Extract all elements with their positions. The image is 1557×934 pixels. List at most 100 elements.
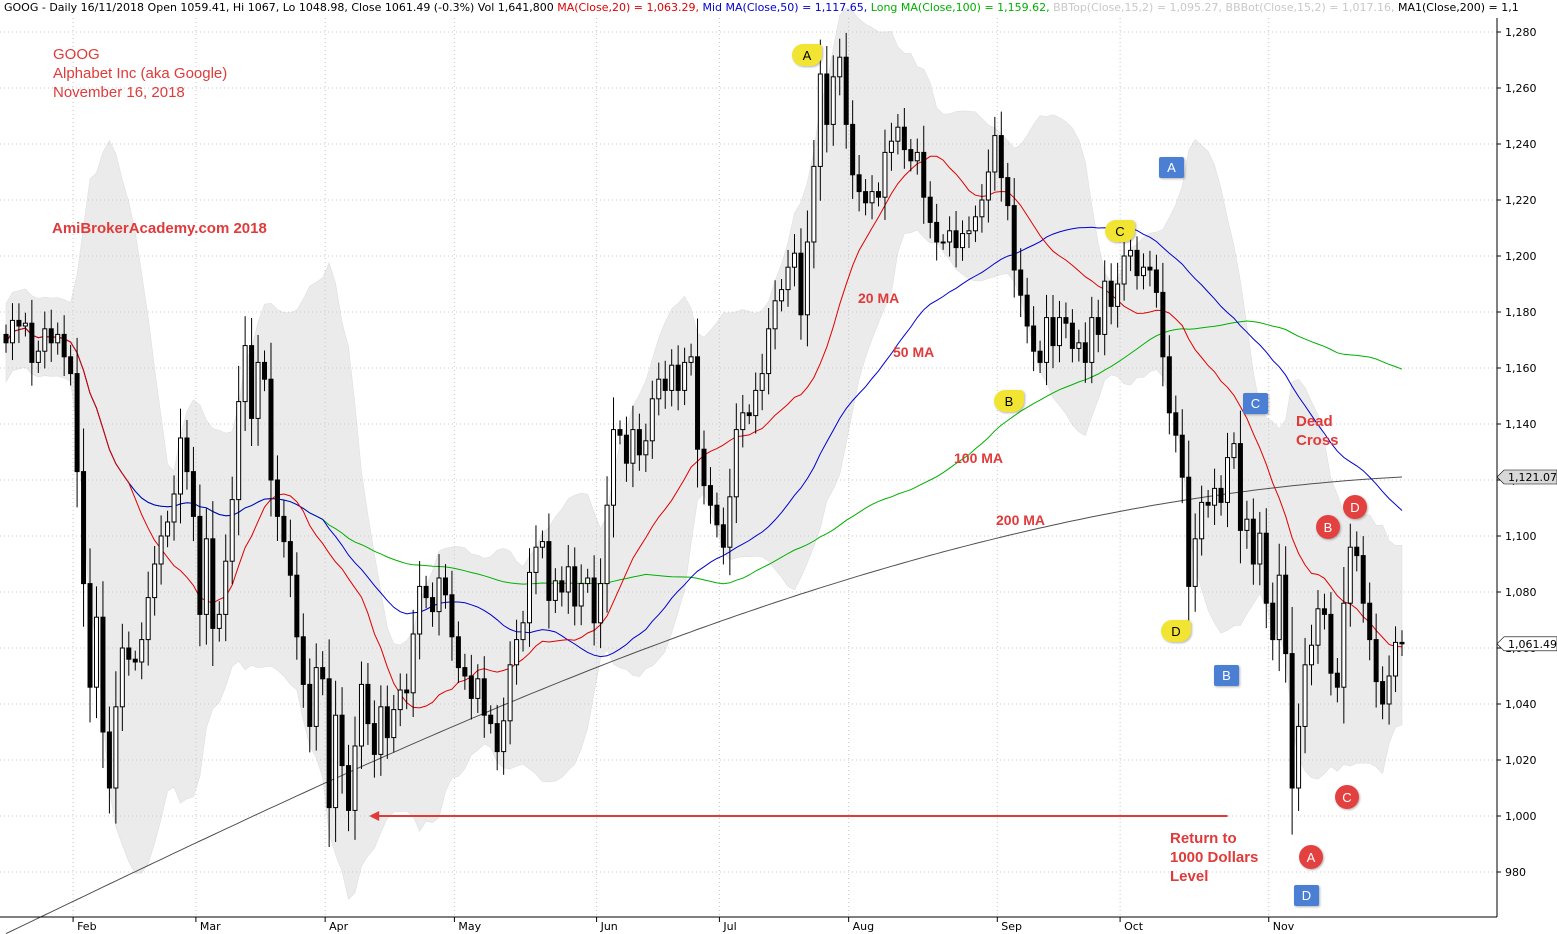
header-bbtop: BBTop(Close,15,2) = 1,095.27,	[1053, 1, 1226, 14]
candle-body-up	[669, 364, 675, 391]
candle-body-up	[313, 667, 319, 727]
candle-body-down	[190, 471, 196, 517]
candle-body-down	[281, 515, 287, 543]
chart-header: GOOG - Daily 16/11/2018 Open 1059.41, Hi…	[4, 1, 1519, 14]
title-symbol: GOOG	[53, 46, 100, 63]
candle	[960, 220, 966, 261]
candle	[1115, 262, 1121, 328]
candle-body-down	[197, 515, 203, 615]
title-date: November 16, 2018	[53, 84, 185, 101]
candle	[1031, 306, 1037, 372]
candle-body-up	[1347, 546, 1353, 604]
candle	[384, 685, 390, 759]
candle	[365, 663, 371, 745]
candle-body-down	[1289, 653, 1295, 789]
candle-body-up	[55, 333, 61, 344]
candle-body-up	[979, 199, 985, 218]
candle-body-down	[1321, 608, 1327, 615]
candle-body-down	[623, 434, 629, 464]
candle-body-down	[908, 149, 914, 162]
candle	[630, 405, 636, 488]
candle	[423, 575, 429, 609]
candle-body-down	[262, 361, 268, 380]
candle	[287, 519, 293, 598]
candle-body-up	[785, 266, 791, 291]
y-tick-label: 1,240	[1505, 138, 1537, 151]
candle-body-up	[216, 613, 222, 629]
candle	[358, 661, 364, 769]
yellow-badge-d: D	[1161, 620, 1191, 642]
candle	[591, 555, 597, 646]
candle-body-down	[449, 594, 455, 638]
candle	[1166, 335, 1172, 435]
candle	[346, 744, 352, 832]
candle	[753, 372, 759, 434]
candle	[410, 609, 416, 718]
candle-body-up	[1309, 644, 1315, 666]
candle	[1108, 263, 1114, 325]
candle-body-down	[1283, 574, 1289, 655]
candle-body-up	[604, 504, 610, 585]
x-tick-label: Apr	[329, 920, 349, 933]
candle-body-down	[1173, 412, 1179, 436]
candle-body-down	[1011, 205, 1017, 271]
candle-body-up	[9, 319, 15, 344]
candle-body-down	[339, 714, 345, 767]
candle	[113, 671, 119, 824]
candle	[1225, 432, 1230, 528]
candle	[539, 530, 545, 559]
candle	[1380, 666, 1386, 720]
candle-body-down	[636, 429, 642, 456]
candle	[1354, 531, 1360, 572]
candle-body-down	[423, 585, 429, 599]
candle-body-up	[1225, 457, 1230, 503]
candle	[268, 342, 274, 517]
candle	[1037, 340, 1043, 373]
candle	[1018, 248, 1024, 318]
candle-body-up	[119, 647, 125, 708]
candle-body-down	[617, 429, 623, 436]
candle-body-up	[966, 230, 972, 235]
candle	[494, 704, 500, 771]
candle-body-down	[1147, 266, 1153, 271]
candle	[417, 561, 423, 660]
candle	[1321, 593, 1327, 630]
candle-body-down	[1153, 269, 1159, 293]
candle-body-up	[1315, 608, 1321, 646]
candle-body-down	[1031, 325, 1037, 352]
candle	[93, 586, 99, 719]
candle	[1302, 637, 1308, 754]
candle-body-up	[804, 241, 810, 316]
candle-body-up	[352, 745, 358, 811]
candle	[1231, 432, 1237, 469]
candle	[1276, 543, 1282, 672]
candle	[940, 234, 946, 250]
candle-body-up	[888, 140, 894, 153]
candle-body-up	[972, 216, 978, 232]
candle-body-down	[106, 731, 112, 789]
candle-body-down	[365, 683, 371, 725]
ma200-line	[5, 476, 1403, 934]
candle	[55, 322, 61, 355]
candle	[1063, 302, 1069, 339]
candle-body-down	[184, 437, 190, 473]
candle	[1257, 511, 1263, 586]
candle	[1289, 606, 1295, 835]
candle-body-up	[811, 165, 817, 243]
candle	[882, 129, 888, 220]
candle-body-down	[572, 566, 578, 607]
candle	[837, 38, 843, 96]
candle-body-down	[1399, 641, 1405, 645]
y-tick-label: 1,080	[1505, 586, 1537, 599]
candle	[850, 100, 856, 199]
candle	[779, 279, 785, 312]
candle	[294, 552, 300, 660]
candle	[811, 140, 817, 269]
candle	[701, 430, 707, 505]
candle	[74, 337, 80, 508]
candle-body-up	[1192, 538, 1198, 587]
candle	[501, 697, 507, 775]
candle	[714, 492, 720, 538]
candle-body-down	[863, 191, 869, 204]
candle-body-down	[294, 574, 300, 638]
